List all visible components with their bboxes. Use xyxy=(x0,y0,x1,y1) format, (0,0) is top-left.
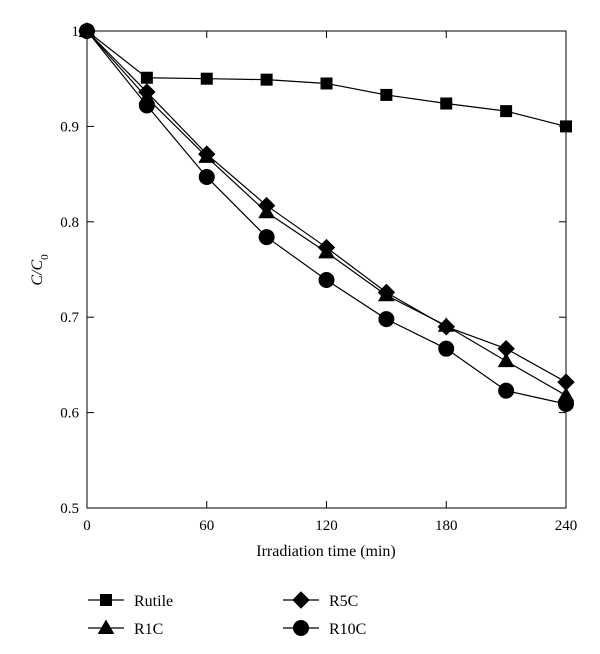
data-point-r5c xyxy=(377,283,396,302)
plot-frame xyxy=(86,30,567,509)
legend-item-r1c: R1C xyxy=(88,619,163,638)
data-point-r10c xyxy=(79,23,95,39)
data-point-rutile xyxy=(560,120,572,133)
x-tick-label: 60 xyxy=(199,518,214,534)
data-point-rutile xyxy=(440,97,453,110)
legend-item-r5c: R5C xyxy=(283,591,358,610)
y-tick-label: 0.8 xyxy=(60,215,79,231)
data-point-r10c xyxy=(498,382,515,399)
data-point-r5c xyxy=(257,196,276,215)
y-tick-label: 0.5 xyxy=(60,501,79,517)
data-point-r5c xyxy=(198,145,216,163)
y-axis-label: C/C0 xyxy=(29,254,51,286)
legend-label-rutile: Rutile xyxy=(134,593,173,610)
data-point-r5c xyxy=(437,318,455,336)
data-point-r1c xyxy=(497,352,515,368)
data-point-r10c xyxy=(438,340,455,357)
y-tick-label: 1 xyxy=(72,24,80,40)
data-point-r5c xyxy=(497,339,515,358)
legend-item-r10c: R10C xyxy=(283,620,366,638)
y-axis-label-subscript: 0 xyxy=(39,254,51,260)
y-tick-label: 0.6 xyxy=(60,406,79,422)
data-point-r5c xyxy=(317,238,336,257)
data-point-r10c xyxy=(318,271,335,288)
legend-marker-triangle xyxy=(97,619,115,634)
legend-marker-square xyxy=(100,594,112,606)
legend-label-r5c: R5C xyxy=(329,593,358,610)
legend-marker-circle xyxy=(293,620,309,636)
legend: Rutile R1C R5C R10C xyxy=(88,591,366,638)
y-axis-label-main: C/C xyxy=(29,260,46,286)
data-point-r10c xyxy=(258,229,275,246)
y-tick-label: 0.9 xyxy=(60,119,79,135)
data-point-r10c xyxy=(558,396,574,413)
data-point-rutile xyxy=(140,71,153,84)
data-point-r5c xyxy=(557,373,575,391)
data-point-r10c xyxy=(378,311,395,328)
data-point-rutile xyxy=(260,73,273,86)
axis-ticks: 0 60 120 180 240 0.5 0.6 0.7 0.8 0.9 1 xyxy=(60,24,577,534)
data-point-r10c xyxy=(138,97,155,114)
x-tick-label: 120 xyxy=(315,518,338,534)
y-tick-label: 0.7 xyxy=(60,310,79,326)
data-point-rutile xyxy=(200,72,213,85)
data-point-r10c xyxy=(198,168,215,185)
legend-label-r1c: R1C xyxy=(134,621,163,638)
x-tick-label: 180 xyxy=(435,518,458,534)
data-point-rutile xyxy=(500,105,513,118)
legend-item-rutile: Rutile xyxy=(88,593,173,610)
data-point-rutile xyxy=(380,88,393,101)
series-markers xyxy=(78,22,575,413)
legend-marker-diamond xyxy=(292,591,310,609)
x-axis-label: Irradiation time (min) xyxy=(256,543,396,560)
legend-label-r10c: R10C xyxy=(329,621,366,638)
data-point-rutile xyxy=(320,77,333,90)
x-tick-label: 0 xyxy=(83,518,91,534)
x-tick-label: 240 xyxy=(555,518,578,534)
